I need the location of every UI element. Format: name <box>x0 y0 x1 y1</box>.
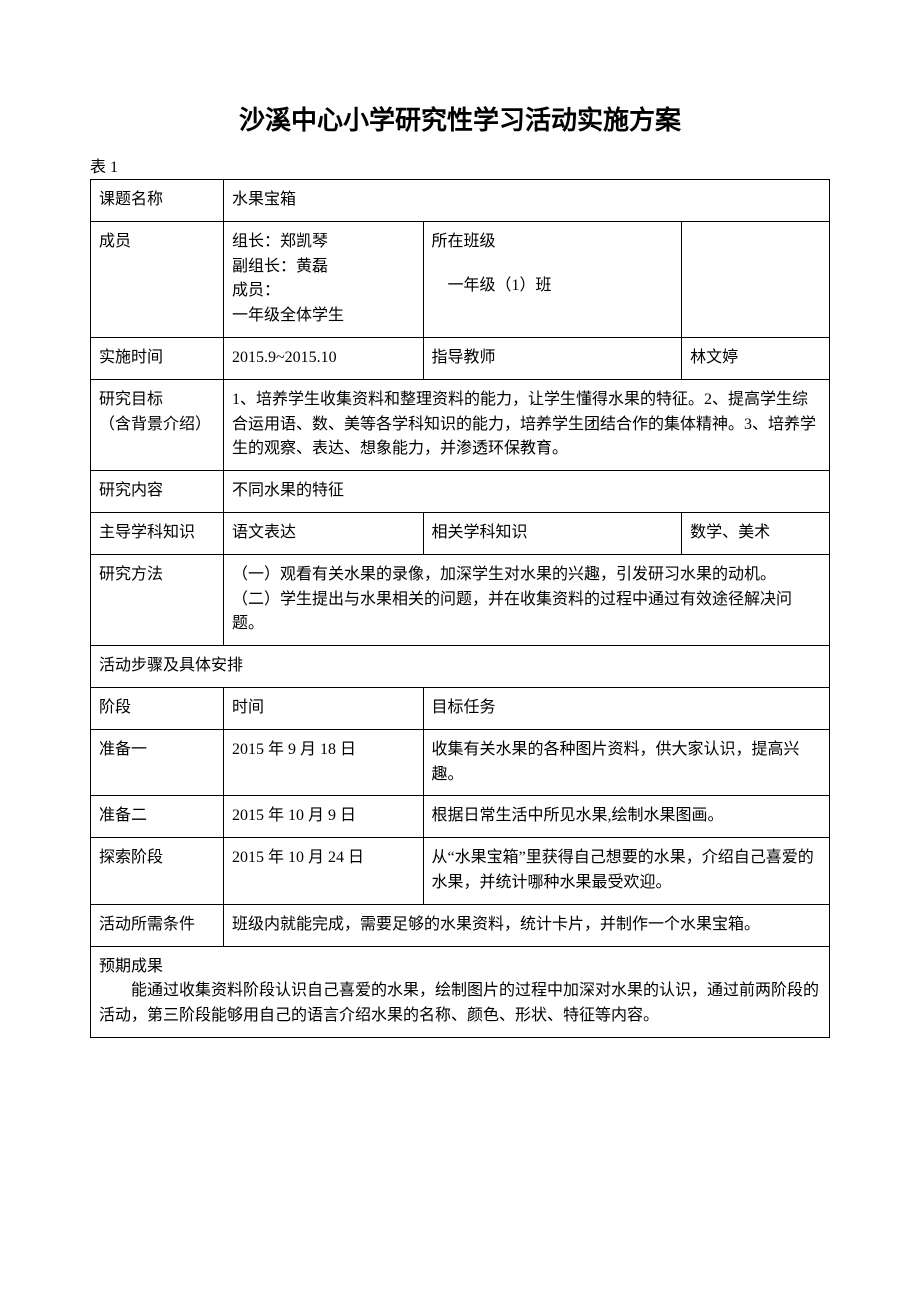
phase-name: 探索阶段 <box>91 838 224 905</box>
value-members: 组长：郑凯琴 副组长：黄磊 成员： 一年级全体学生 <box>224 221 424 337</box>
table-row: 准备二 2015 年 10 月 9 日 根据日常生活中所见水果,绘制水果图画。 <box>91 796 830 838</box>
cell-empty <box>682 221 830 337</box>
table-row: 成员 组长：郑凯琴 副组长：黄磊 成员： 一年级全体学生 所在班级 一年级（1）… <box>91 221 830 337</box>
label-related-subject: 相关学科知识 <box>423 512 682 554</box>
expected-cell: 预期成果 能通过收集资料阶段认识自己喜爱的水果，绘制图片的过程中加深对水果的认识… <box>91 946 830 1037</box>
table-row: 研究内容 不同水果的特征 <box>91 471 830 513</box>
table-number-label: 表 1 <box>90 153 830 177</box>
document-page: 沙溪中心小学研究性学习活动实施方案 表 1 课题名称 水果宝箱 成员 组长：郑凯… <box>0 0 920 1302</box>
phase-date: 2015 年 10 月 24 日 <box>224 838 424 905</box>
table-row: 准备一 2015 年 9 月 18 日 收集有关水果的各种图片资料，供大家认识，… <box>91 729 830 796</box>
label-expected: 预期成果 <box>99 955 821 980</box>
table-row: 活动步骤及具体安排 <box>91 646 830 688</box>
label-conditions: 活动所需条件 <box>91 904 224 946</box>
label-members: 成员 <box>91 221 224 337</box>
label-main-subject: 主导学科知识 <box>91 512 224 554</box>
table-row: 活动所需条件 班级内就能完成，需要足够的水果资料，统计卡片，并制作一个水果宝箱。 <box>91 904 830 946</box>
col-phase: 阶段 <box>91 687 224 729</box>
value-content: 不同水果的特征 <box>224 471 830 513</box>
phase-task: 收集有关水果的各种图片资料，供大家认识，提高兴趣。 <box>423 729 829 796</box>
value-time: 2015.9~2015.10 <box>224 337 424 379</box>
table-row: 研究方法 （一）观看有关水果的录像，加深学生对水果的兴趣，引发研习水果的动机。 … <box>91 554 830 645</box>
cell-class: 所在班级 一年级（1）班 <box>423 221 682 337</box>
document-title: 沙溪中心小学研究性学习活动实施方案 <box>90 100 830 137</box>
value-expected: 能通过收集资料阶段认识自己喜爱的水果，绘制图片的过程中加深对水果的认识，通过前两… <box>99 979 821 1029</box>
label-class: 所在班级 <box>432 233 496 250</box>
value-conditions: 班级内就能完成，需要足够的水果资料，统计卡片，并制作一个水果宝箱。 <box>224 904 830 946</box>
table-row: 主导学科知识 语文表达 相关学科知识 数学、美术 <box>91 512 830 554</box>
phase-date: 2015 年 9 月 18 日 <box>224 729 424 796</box>
phase-name: 准备二 <box>91 796 224 838</box>
col-task: 目标任务 <box>423 687 829 729</box>
phase-task: 从“水果宝箱”里获得自己想要的水果，介绍自己喜爱的水果，并统计哪种水果最受欢迎。 <box>423 838 829 905</box>
value-goal: 1、培养学生收集资料和整理资料的能力，让学生懂得水果的特征。2、提高学生综合运用… <box>224 379 830 470</box>
plan-table: 课题名称 水果宝箱 成员 组长：郑凯琴 副组长：黄磊 成员： 一年级全体学生 所… <box>90 179 830 1038</box>
table-row: 探索阶段 2015 年 10 月 24 日 从“水果宝箱”里获得自己想要的水果，… <box>91 838 830 905</box>
table-row: 预期成果 能通过收集资料阶段认识自己喜爱的水果，绘制图片的过程中加深对水果的认识… <box>91 946 830 1037</box>
table-row: 阶段 时间 目标任务 <box>91 687 830 729</box>
label-teacher: 指导教师 <box>423 337 682 379</box>
table-row: 课题名称 水果宝箱 <box>91 180 830 222</box>
label-content: 研究内容 <box>91 471 224 513</box>
phase-task: 根据日常生活中所见水果,绘制水果图画。 <box>423 796 829 838</box>
phase-date: 2015 年 10 月 9 日 <box>224 796 424 838</box>
value-main-subject: 语文表达 <box>224 512 424 554</box>
value-method: （一）观看有关水果的录像，加深学生对水果的兴趣，引发研习水果的动机。 （二）学生… <box>224 554 830 645</box>
label-topic: 课题名称 <box>91 180 224 222</box>
phase-name: 准备一 <box>91 729 224 796</box>
value-related-subject: 数学、美术 <box>682 512 830 554</box>
table-row: 研究目标 （含背景介绍） 1、培养学生收集资料和整理资料的能力，让学生懂得水果的… <box>91 379 830 470</box>
label-steps: 活动步骤及具体安排 <box>91 646 830 688</box>
label-time: 实施时间 <box>91 337 224 379</box>
col-time: 时间 <box>224 687 424 729</box>
value-class: 一年级（1）班 <box>432 274 674 299</box>
label-method: 研究方法 <box>91 554 224 645</box>
table-row: 实施时间 2015.9~2015.10 指导教师 林文婷 <box>91 337 830 379</box>
value-topic: 水果宝箱 <box>224 180 830 222</box>
label-goal: 研究目标 （含背景介绍） <box>91 379 224 470</box>
value-teacher: 林文婷 <box>682 337 830 379</box>
